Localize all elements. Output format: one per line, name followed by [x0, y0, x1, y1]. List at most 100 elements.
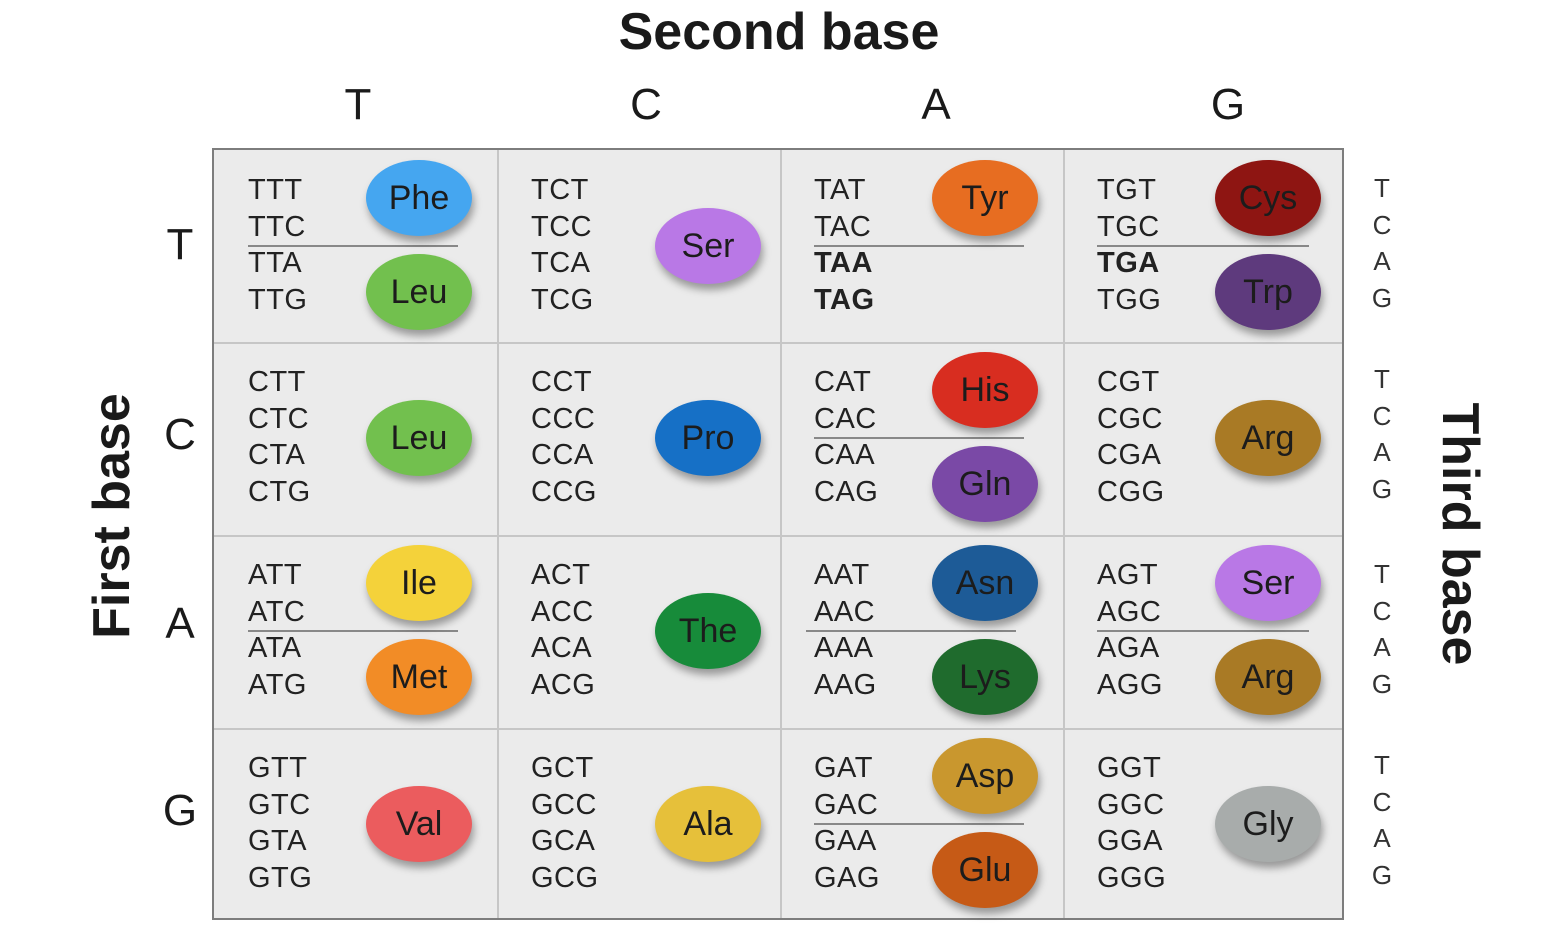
- amino-acid-trp: Trp: [1215, 254, 1321, 330]
- third-base-label-c: C: [1372, 595, 1392, 626]
- codon: GGC: [1097, 788, 1165, 821]
- codon: AAC: [814, 595, 876, 628]
- amino-acid-ser: Ser: [1215, 545, 1321, 621]
- amino-acid-arg: Arg: [1215, 639, 1321, 715]
- codon-cell-ta: TAT TAC TAA TAG Tyr: [780, 150, 1063, 342]
- codon: ACG: [531, 668, 596, 701]
- codon: CTA: [248, 439, 306, 471]
- amino-acid-asn: Asn: [932, 545, 1038, 621]
- amino-acid-arg: Arg: [1215, 400, 1321, 476]
- codon: GAA: [814, 825, 877, 857]
- codon: GGG: [1097, 861, 1167, 894]
- amino-acid-ala: Ala: [655, 786, 761, 862]
- codon-cell-at: ATT ATC ATA ATG Ile Met: [214, 535, 497, 728]
- third-base-label-a: A: [1373, 246, 1391, 276]
- codon: AAT: [814, 559, 870, 591]
- codon-group-separator: [248, 245, 458, 247]
- third-base-label-t: T: [1374, 750, 1390, 780]
- codon: AAA: [814, 632, 874, 664]
- codon-cell-ac: ACT ACC ACA ACG The: [497, 535, 780, 728]
- codon: GGT: [1097, 752, 1162, 784]
- codon-cell-tg: TGT TGC TGA TGG Cys Trp: [1063, 150, 1344, 342]
- third-base-label-c: C: [1372, 400, 1392, 431]
- second-base-label-t: T: [344, 80, 372, 129]
- amino-acid-leu: Leu: [366, 254, 472, 330]
- amino-acid-gln: Gln: [932, 446, 1038, 522]
- codon: CAC: [814, 402, 877, 435]
- codon: ATA: [248, 632, 302, 664]
- codon: CTT: [248, 366, 306, 398]
- codon-cell-ag: AGT AGC AGA AGG Ser Arg: [1063, 535, 1344, 728]
- codon: GCT: [531, 752, 594, 784]
- codon: CGG: [1097, 475, 1165, 508]
- codon: CCG: [531, 475, 597, 508]
- codon-group-separator: [814, 437, 1024, 439]
- codon: AGG: [1097, 668, 1163, 701]
- codon: GTT: [248, 752, 308, 784]
- amino-acid-val: Val: [366, 786, 472, 862]
- codon: CGT: [1097, 366, 1160, 398]
- codon: CGA: [1097, 439, 1162, 471]
- codon: GCA: [531, 825, 596, 857]
- codon-cell-tt: TTT TTC TTA TTG Phe Leu: [214, 150, 497, 342]
- codon-table: TTT TTC TTA TTG Phe Leu TCT TCC TCA TCG Ser TAT TAC T…: [212, 148, 1344, 920]
- codon: TAC: [814, 210, 872, 243]
- amino-acid-ser: Ser: [655, 208, 761, 284]
- amino-acid-gly: Gly: [1215, 786, 1321, 862]
- codon: GTA: [248, 825, 307, 857]
- codon: TCT: [531, 174, 589, 206]
- codon-group-separator: [806, 630, 1016, 632]
- codon: TTC: [248, 210, 306, 243]
- codon: GAG: [814, 861, 880, 894]
- amino-acid-the: The: [655, 593, 761, 669]
- codon: GCC: [531, 788, 597, 821]
- codon: CCC: [531, 402, 596, 435]
- codon-cell-ct: CTT CTC CTA CTG Leu: [214, 342, 497, 535]
- third-base-label-c: C: [1372, 786, 1392, 817]
- first-base-label-c: C: [164, 410, 196, 459]
- codon: TCC: [531, 210, 593, 243]
- third-base-label-g: G: [1371, 282, 1393, 313]
- third-base-label-c: C: [1372, 209, 1392, 240]
- codon: TGT: [1097, 174, 1157, 206]
- codon: ATT: [248, 559, 303, 591]
- second-base-label-c: C: [630, 80, 662, 129]
- codon: GAT: [814, 752, 873, 784]
- amino-acid-asp: Asp: [932, 738, 1038, 814]
- first-base-title: First base: [83, 393, 141, 639]
- second-base-label-a: A: [921, 80, 951, 129]
- amino-acid-ile: Ile: [366, 545, 472, 621]
- codon-cell-gg: GGT GGC GGA GGG Gly: [1063, 728, 1344, 917]
- codon: CAT: [814, 366, 872, 398]
- grid-divider: [214, 728, 1342, 730]
- codon: TTG: [248, 283, 308, 316]
- codon: CAA: [814, 439, 876, 471]
- codon: CCT: [531, 366, 593, 398]
- codon-group-separator: [814, 245, 1024, 247]
- codon: ACT: [531, 559, 591, 591]
- third-base-label-a: A: [1373, 823, 1391, 853]
- codon-cell-ga: GAT GAC GAA GAG Asp Glu: [780, 728, 1063, 917]
- third-base-label-a: A: [1373, 437, 1391, 467]
- first-base-label-g: G: [162, 786, 198, 835]
- codon: CAG: [814, 475, 879, 508]
- amino-acid-pro: Pro: [655, 400, 761, 476]
- third-base-label-g: G: [1371, 859, 1393, 890]
- amino-acid-tyr: Tyr: [932, 160, 1038, 236]
- amino-acid-leu: Leu: [366, 400, 472, 476]
- amino-acid-glu: Glu: [932, 832, 1038, 908]
- codon: TAT: [814, 174, 866, 206]
- codon-group-separator: [1097, 245, 1309, 247]
- third-base-label-t: T: [1374, 364, 1390, 394]
- codon: GTG: [248, 861, 313, 894]
- amino-acid-met: Met: [366, 639, 472, 715]
- grid-divider: [1063, 150, 1065, 918]
- codon: CGC: [1097, 402, 1163, 435]
- codon: GCG: [531, 861, 599, 894]
- first-base-label-a: A: [165, 599, 195, 648]
- codon: TTT: [248, 174, 303, 206]
- third-base-label-g: G: [1371, 668, 1393, 699]
- third-base-title: Third base: [1431, 402, 1489, 666]
- codon: TTA: [248, 247, 303, 279]
- codon: AGT: [1097, 559, 1159, 591]
